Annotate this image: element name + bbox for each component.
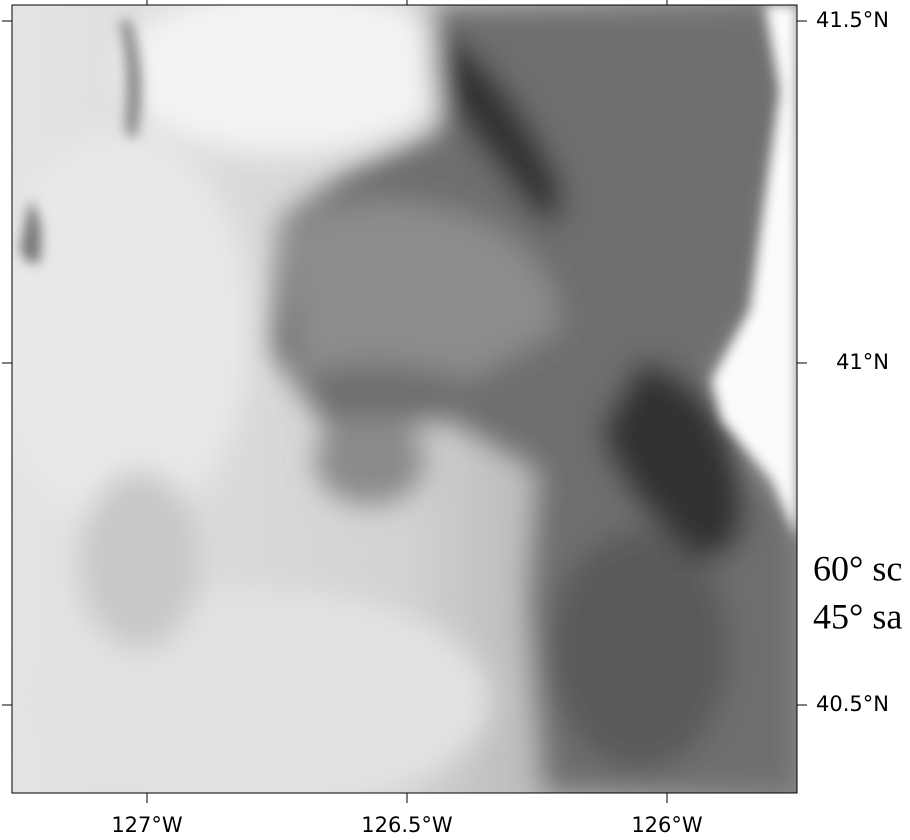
lat-label: 40.5°N: [816, 692, 889, 716]
annotation: 60° sc: [813, 548, 902, 588]
lat-label: 41°N: [836, 350, 889, 374]
lon-label: 127°W: [111, 813, 183, 837]
annotation: 45° sa: [813, 596, 902, 636]
lon-label: 126.5°W: [361, 813, 453, 837]
lat-label: 41.5°N: [816, 8, 889, 32]
lon-label: 126°W: [631, 813, 703, 837]
map-figure: 41.5°N 41°N 40.5°N 127°W 126.5°W 126°W 60° sc 4…: [0, 0, 910, 840]
page: {"map": { "lat_labels": ["41.5°N", "41°N…: [0, 0, 910, 840]
satellite-image: [0, 0, 797, 810]
